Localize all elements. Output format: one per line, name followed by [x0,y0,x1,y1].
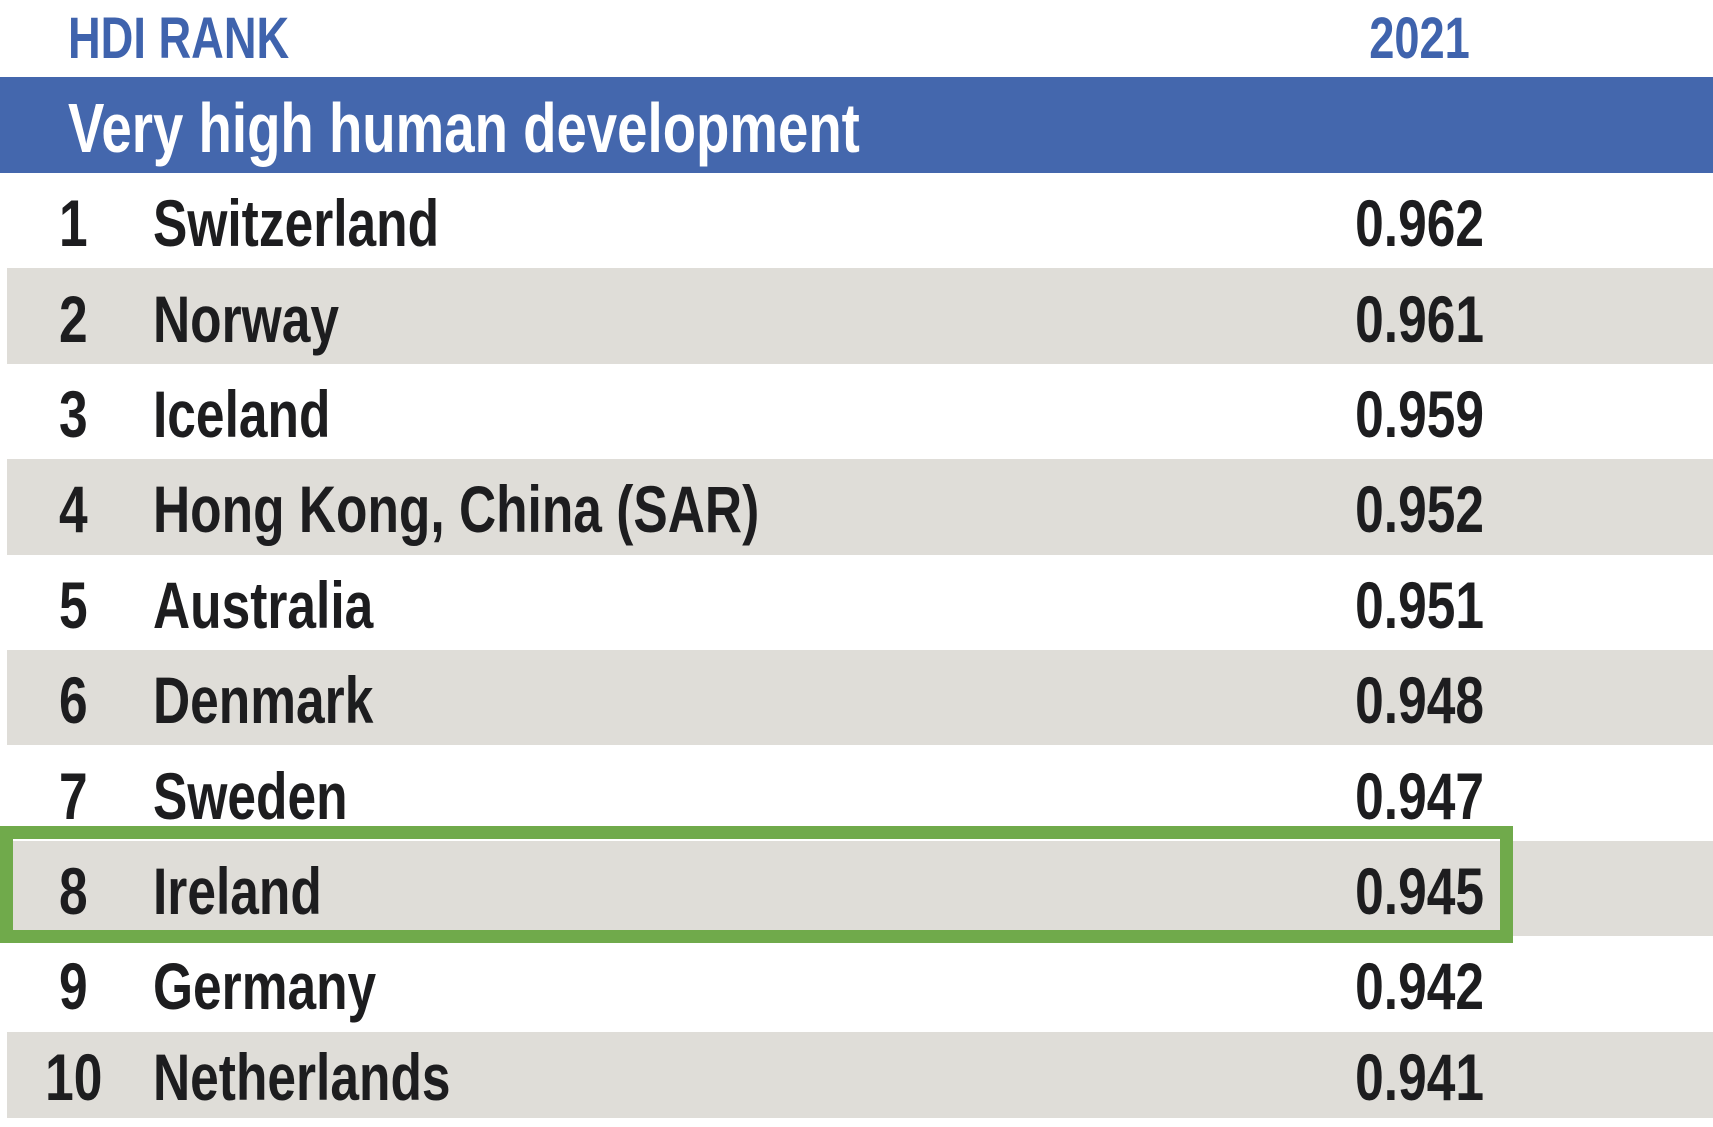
country-name: Switzerland [153,186,440,261]
rank-value: 10 [44,1040,103,1115]
country-cell: Norway [140,281,1230,357]
country-cell: Sweden [140,758,1230,834]
table-row-germany: 9 Germany 0.942 [7,936,1713,1031]
rank-value: 5 [59,567,88,642]
country-cell: Denmark [140,662,1230,738]
rank-cell: 10 [7,1039,140,1115]
rank-cell: 2 [7,281,140,357]
country-name: Iceland [153,376,331,451]
hdi-value: 0.945 [1355,853,1485,928]
hdi-value: 0.948 [1355,663,1485,738]
country-cell: Hong Kong, China (SAR) [140,471,1230,547]
hdi-value-cell: 0.947 [1230,758,1610,834]
rank-value: 1 [59,186,88,261]
table-row-ireland: 8 Ireland 0.945 [7,840,1713,937]
table-row-hong-kong: 4 Hong Kong, China (SAR) 0.952 [7,459,1713,555]
country-cell: Iceland [140,376,1230,452]
hdi-value-cell: 0.942 [1230,948,1610,1024]
hdi-value: 0.962 [1355,186,1485,261]
hdi-value-cell: 0.941 [1230,1039,1610,1115]
country-name: Hong Kong, China (SAR) [153,472,760,547]
table-row-iceland: 3 Iceland 0.959 [7,364,1713,459]
hdi-value-cell: 0.962 [1230,185,1610,261]
rank-cell: 6 [7,662,140,738]
rank-value: 2 [59,281,88,356]
country-name: Australia [153,567,374,642]
rank-cell: 8 [7,853,140,929]
rank-value: 8 [59,853,88,928]
country-cell: Netherlands [140,1039,1230,1115]
rank-cell: 9 [7,948,140,1024]
category-banner-title: Very high human development [68,88,860,167]
hdi-value-cell: 0.959 [1230,376,1610,452]
country-cell: Germany [140,948,1230,1024]
country-name: Sweden [153,758,348,833]
hdi-rank-label: HDI RANK [68,6,290,71]
hdi-value-cell: 0.951 [1230,567,1610,643]
country-cell: Australia [140,567,1230,643]
country-name: Germany [153,949,377,1024]
rank-cell: 4 [7,471,140,547]
table-row-denmark: 6 Denmark 0.948 [7,649,1713,746]
country-name: Ireland [153,853,322,928]
hdi-value: 0.961 [1355,281,1485,356]
country-cell: Switzerland [140,185,1230,261]
table-row-australia: 5 Australia 0.951 [7,555,1713,650]
table-row-sweden: 7 Sweden 0.947 [7,745,1713,840]
hdi-value-cell: 0.948 [1230,662,1610,738]
rank-cell: 3 [7,376,140,452]
country-name: Denmark [153,663,374,738]
year-label: 2021 [1369,6,1471,71]
table-row-norway: 2 Norway 0.961 [7,268,1713,364]
rank-value: 7 [59,758,88,833]
hdi-value: 0.952 [1355,472,1485,547]
table-row-switzerland: 1 Switzerland 0.962 [7,173,1713,268]
hdi-rank-column-header: HDI RANK [0,5,1230,72]
country-cell: Ireland [140,853,1230,929]
rank-value: 3 [59,376,88,451]
rank-value: 9 [59,949,88,1024]
hdi-value-cell: 0.945 [1230,853,1610,929]
country-name: Norway [153,281,339,356]
category-banner: Very high human development [0,77,1713,173]
rank-cell: 7 [7,758,140,834]
hdi-value: 0.942 [1355,949,1485,1024]
hdi-value-cell: 0.952 [1230,471,1610,547]
table-header: HDI RANK 2021 [0,0,1713,77]
hdi-value-cell: 0.961 [1230,281,1610,357]
rank-value: 6 [59,663,88,738]
hdi-value: 0.959 [1355,376,1485,451]
hdi-value: 0.947 [1355,758,1485,833]
ranking-table: 1 Switzerland 0.962 2 Norway 0.961 3 Ice… [0,173,1713,1118]
table-row-netherlands: 10 Netherlands 0.941 [7,1031,1713,1118]
country-name: Netherlands [153,1040,451,1115]
rank-cell: 5 [7,567,140,643]
year-column-header: 2021 [1230,5,1610,72]
hdi-value: 0.951 [1355,567,1485,642]
rank-cell: 1 [7,185,140,261]
hdi-value: 0.941 [1355,1040,1485,1115]
rank-value: 4 [59,472,88,547]
